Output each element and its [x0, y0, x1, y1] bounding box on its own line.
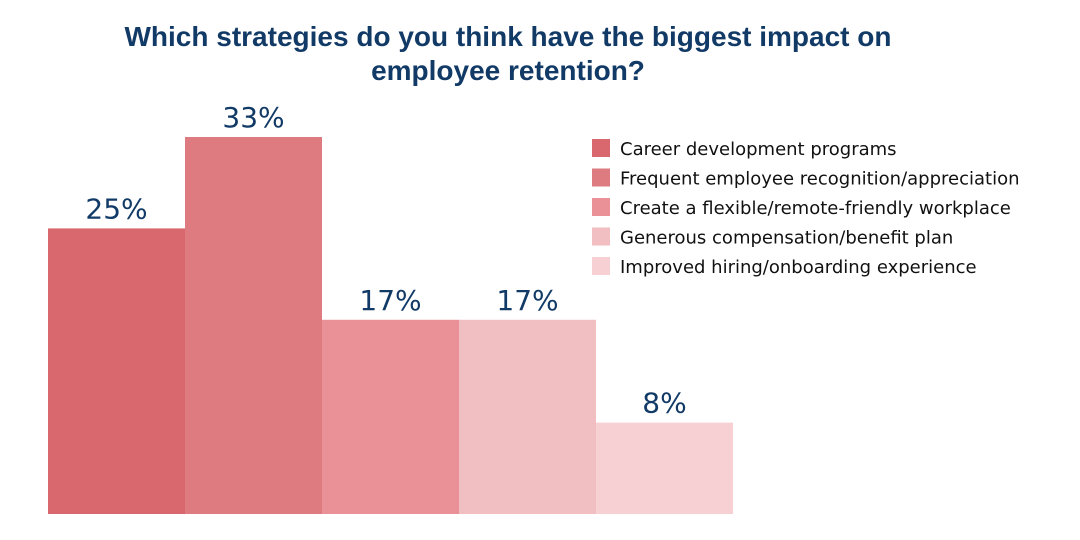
bar-5 [596, 422, 733, 514]
legend-swatch-4 [592, 227, 610, 246]
bar-value-label-5: 8% [642, 387, 686, 420]
bar-4 [459, 319, 596, 514]
legend-label-1: Career development programs [620, 139, 897, 160]
bar-value-label-4: 17% [496, 284, 558, 317]
legend-label-3: Create a flexible/remote-friendly workpl… [620, 198, 1011, 219]
bars [48, 137, 733, 515]
legend-swatch-3 [592, 198, 610, 216]
bar-2 [185, 137, 322, 514]
chart-title-line-1: Which strategies do you think have the b… [125, 21, 892, 52]
legend: Career development programs Frequent empl… [592, 139, 1020, 278]
chart-title: Which strategies do you think have the b… [125, 21, 892, 86]
legend-label-4: Generous compensation/benefit plan [620, 228, 953, 249]
bar-value-label-3: 17% [359, 284, 421, 317]
legend-swatch-5 [592, 257, 610, 275]
bar-value-label-2: 33% [222, 101, 284, 134]
bar-value-label-1: 25% [85, 192, 147, 225]
value-labels: 25% 33% 17% 17% 8% [85, 101, 686, 420]
bar-3 [322, 319, 459, 514]
legend-swatch-2 [592, 168, 610, 187]
bar-1 [48, 228, 185, 515]
legend-label-5: Improved hiring/onboarding experience [620, 257, 977, 278]
legend-swatch-1 [592, 139, 610, 157]
chart-title-line-2: employee retention? [371, 55, 645, 86]
legend-label-2: Frequent employee recognition/appreciati… [620, 169, 1020, 190]
